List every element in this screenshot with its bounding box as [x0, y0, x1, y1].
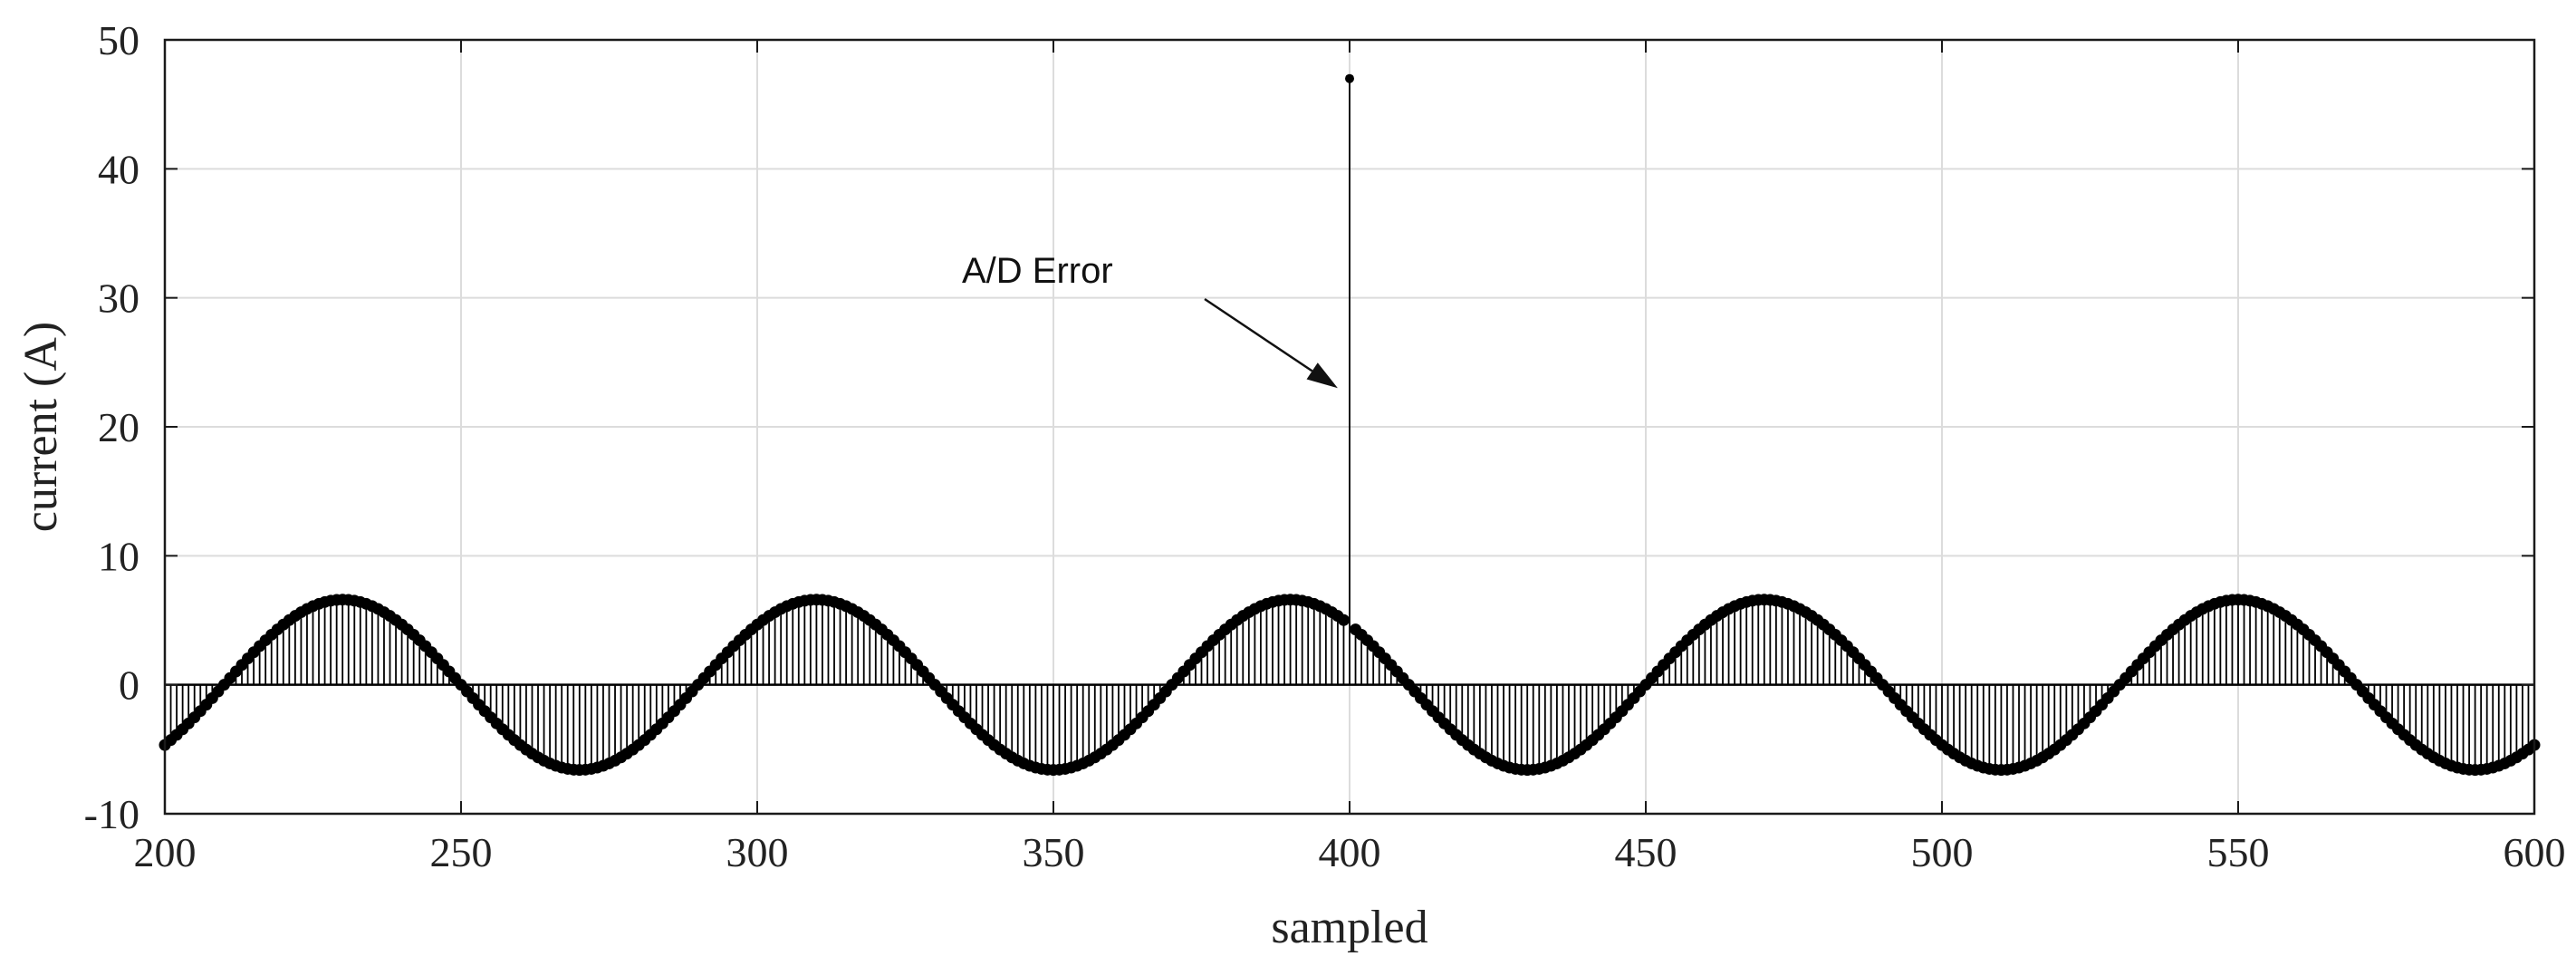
y-tick-label: 30	[98, 275, 139, 322]
annotation-arrow	[1204, 297, 1313, 372]
y-tick-label: 0	[119, 662, 139, 709]
x-tick-label: 300	[726, 829, 789, 875]
y-tick-label: 10	[98, 533, 139, 579]
x-tick-label: 500	[1911, 829, 1974, 875]
annotation-group: A/D Error	[962, 251, 1338, 389]
x-tick-label: 600	[2504, 829, 2566, 875]
y-tick-label: 50	[98, 17, 139, 63]
x-tick-label: 350	[1023, 829, 1085, 875]
y-tick-label: 20	[98, 404, 139, 450]
annotation-arrowhead	[1306, 362, 1338, 389]
x-tick-label: 250	[430, 829, 493, 875]
tick-marks	[164, 39, 2535, 815]
x-tick-label: 550	[2207, 829, 2270, 875]
y-tick-label: -10	[84, 791, 139, 837]
x-tick-label: 450	[1615, 829, 1677, 875]
x-axis-label: sampled	[1271, 902, 1427, 953]
outlier-marker	[1345, 73, 1354, 83]
y-tick-labels: -10 0 10 20 30 40 50	[84, 17, 139, 837]
annotation-text: A/D Error	[962, 251, 1113, 291]
x-tick-label: 400	[1319, 829, 1381, 875]
y-axis-label: current (A)	[15, 322, 67, 532]
y-tick-label: 40	[98, 146, 139, 192]
x-tick-labels: 200 250 300 350 400 450 500 550 600	[134, 829, 2566, 875]
x-tick-label: 200	[134, 829, 197, 875]
data-point	[1337, 613, 1350, 626]
